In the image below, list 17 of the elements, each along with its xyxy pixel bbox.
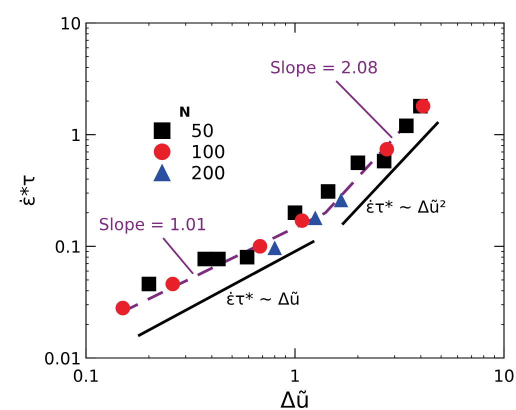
- annotation: ε̇τ* ~ Δũ: [227, 292, 298, 305]
- x-axis-title: Δũ: [280, 390, 308, 408]
- y-tick-label: 0.1: [56, 240, 80, 253]
- annotation: Slope = 1.01: [100, 218, 206, 234]
- annotation: Slope = 2.08: [271, 60, 377, 77]
- legend-title: N: [180, 106, 190, 117]
- y-tick-label: 10: [62, 16, 80, 30]
- y-tick-label: 0.01: [45, 352, 80, 365]
- legend-label: 100: [192, 144, 224, 158]
- y-tick-label: 1: [72, 128, 80, 141]
- x-tick-label: 1: [292, 370, 299, 382]
- x-tick-label: 10: [495, 369, 514, 382]
- legend-label: 50: [192, 124, 213, 138]
- x-tick-label: 0.1: [74, 369, 98, 382]
- y-axis-title: ε̇*τ: [20, 175, 35, 206]
- annotation: ε̇τ* ~ Δũ²: [366, 200, 446, 213]
- legend-label: 200: [192, 166, 224, 180]
